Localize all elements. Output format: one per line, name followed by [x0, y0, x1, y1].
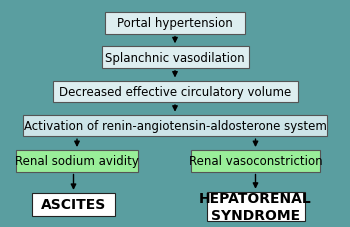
Text: Decreased effective circulatory volume: Decreased effective circulatory volume [59, 85, 291, 99]
FancyBboxPatch shape [105, 13, 245, 35]
FancyBboxPatch shape [191, 150, 320, 172]
FancyBboxPatch shape [23, 115, 327, 137]
FancyBboxPatch shape [102, 47, 248, 69]
Text: ASCITES: ASCITES [41, 197, 106, 211]
Text: Activation of renin-angiotensin-aldosterone system: Activation of renin-angiotensin-aldoster… [23, 119, 327, 133]
FancyBboxPatch shape [52, 81, 298, 103]
Text: HEPATORENAL
SYNDROME: HEPATORENAL SYNDROME [199, 192, 312, 222]
Text: Portal hypertension: Portal hypertension [117, 17, 233, 30]
Text: Splanchnic vasodilation: Splanchnic vasodilation [105, 51, 245, 64]
FancyBboxPatch shape [206, 192, 304, 221]
Text: Renal sodium avidity: Renal sodium avidity [15, 155, 139, 168]
FancyBboxPatch shape [32, 193, 116, 216]
FancyBboxPatch shape [16, 150, 138, 172]
Text: Renal vasoconstriction: Renal vasoconstriction [189, 155, 322, 168]
